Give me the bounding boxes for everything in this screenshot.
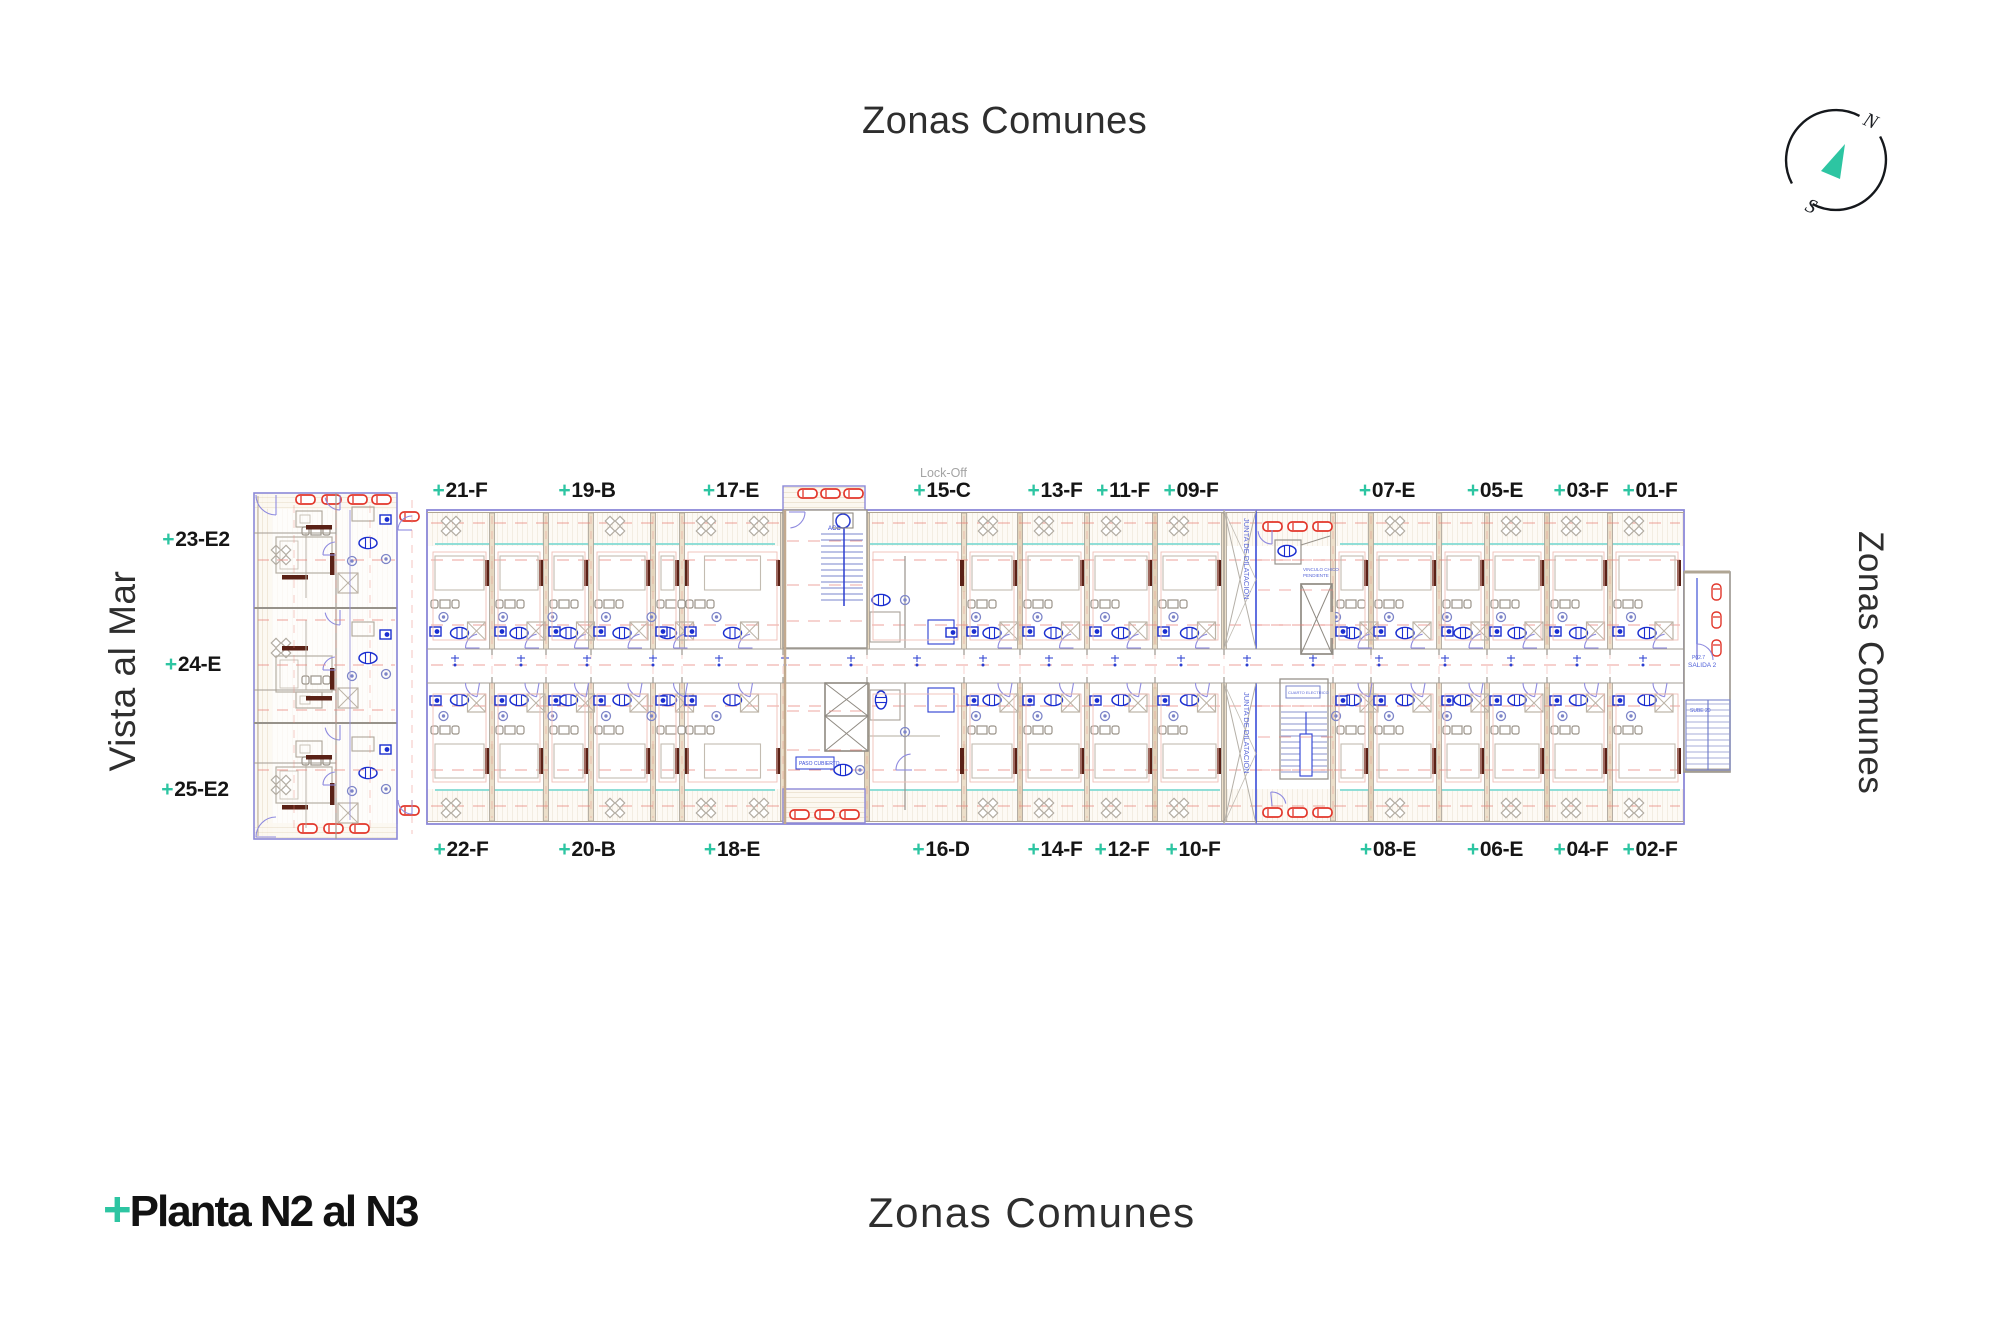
svg-text:N: N — [1859, 108, 1883, 135]
svg-text:JUNTA DE DILATACIÓN: JUNTA DE DILATACIÓN — [1242, 692, 1251, 774]
svg-text:JUNTA DE DILATACIÓN: JUNTA DE DILATACIÓN — [1242, 518, 1251, 600]
svg-text:P02.7: P02.7 — [1692, 655, 1705, 661]
svg-text:SUBE 20: SUBE 20 — [1690, 708, 1711, 714]
svg-text:VINCULO CHICO: VINCULO CHICO — [1303, 567, 1339, 572]
svg-text:PENDIENTE: PENDIENTE — [1303, 573, 1329, 578]
svg-text:SALIDA 2: SALIDA 2 — [1688, 662, 1717, 669]
svg-text:PASO CUBIERTO: PASO CUBIERTO — [799, 761, 840, 767]
svg-text:ACC: ACC — [828, 526, 841, 532]
svg-text:CUARTO ELECTRICO: CUARTO ELECTRICO — [1288, 690, 1329, 695]
